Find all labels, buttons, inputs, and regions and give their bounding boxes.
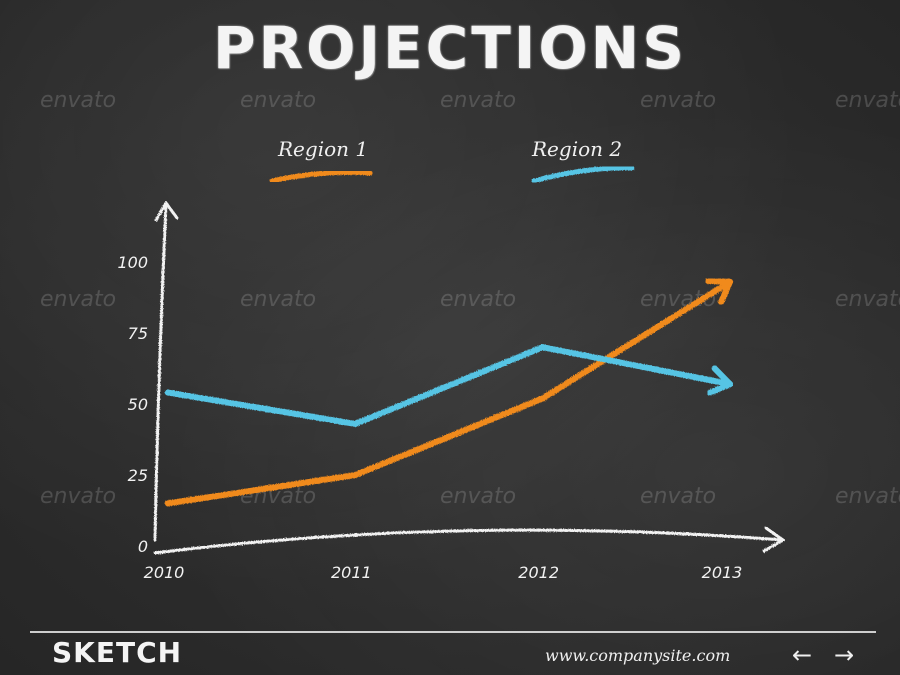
footer-brand: SKETCH — [52, 636, 183, 669]
legend-label-region-1: Region 1 — [278, 137, 369, 161]
watermark: envato — [640, 484, 717, 509]
watermark: envato — [240, 88, 317, 113]
y-tick-label: 100 — [117, 253, 148, 272]
watermark: envato — [440, 287, 517, 312]
series-arrowhead-region-2 — [706, 365, 733, 396]
series-line-region-1 — [165, 278, 733, 507]
watermark: envato — [835, 88, 900, 113]
footer-divider — [30, 631, 876, 633]
arrow-right-icon[interactable]: → — [834, 641, 855, 669]
x-tick-label: 2013 — [702, 563, 743, 582]
footer-site-url[interactable]: www.companysite.com — [545, 646, 731, 665]
watermark: envato — [40, 484, 117, 509]
series-arrowhead-region-1 — [705, 277, 733, 305]
y-tick-label: 0 — [138, 537, 148, 556]
y-tick-label: 50 — [128, 395, 148, 414]
x-tick-label: 2012 — [518, 563, 559, 582]
data-point-region-1 — [165, 500, 171, 507]
y-axis-arrowhead — [154, 200, 179, 222]
x-tick-label: 2010 — [144, 563, 185, 582]
x-axis-arrowhead — [762, 526, 786, 553]
watermark: envato — [440, 88, 517, 113]
arrow-left-icon[interactable]: ← — [792, 641, 813, 669]
legend-swatch-region-2 — [531, 165, 635, 184]
data-point-region-1 — [539, 395, 546, 402]
data-point-region-2 — [352, 420, 359, 427]
data-point-region-2 — [165, 389, 171, 396]
y-tick-label: 75 — [128, 324, 148, 343]
watermark: envato — [440, 484, 517, 509]
y-axis — [153, 203, 168, 542]
watermark: envato — [240, 287, 317, 312]
series-line-region-2 — [165, 344, 733, 427]
y-tick-label: 25 — [128, 466, 148, 485]
legend-label-region-2: Region 2 — [532, 137, 623, 161]
x-tick-label: 2011 — [331, 563, 372, 582]
watermark: envato — [835, 484, 900, 509]
watermark: envato — [640, 88, 717, 113]
page-title: PROJECTIONS — [212, 14, 687, 82]
data-point-region-2 — [539, 344, 546, 351]
legend-swatch-region-1 — [269, 169, 373, 184]
x-axis — [153, 528, 784, 555]
data-point-region-1 — [352, 472, 359, 478]
watermark: envato — [40, 88, 117, 113]
watermark: envato — [835, 287, 900, 312]
watermark: envato — [40, 287, 117, 312]
